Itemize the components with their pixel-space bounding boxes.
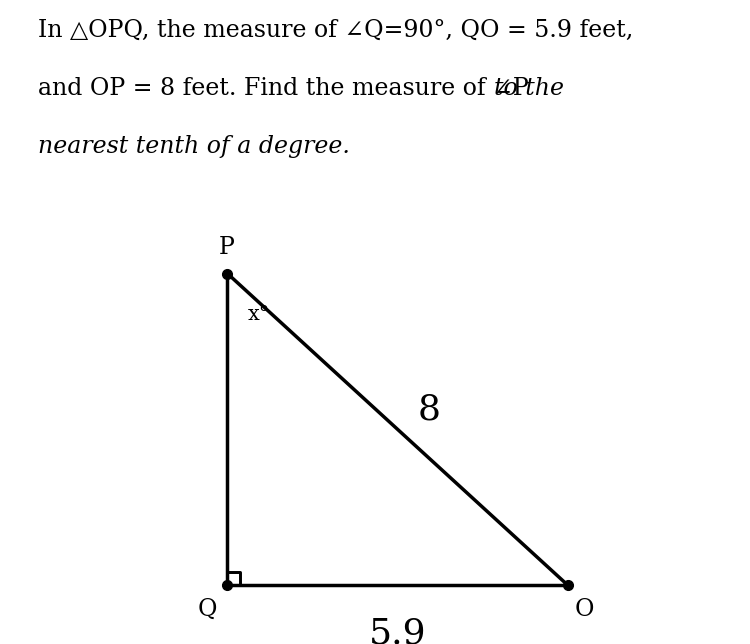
Text: Q: Q <box>197 598 217 621</box>
Text: nearest tenth of a degree.: nearest tenth of a degree. <box>38 135 350 158</box>
Text: 5.9: 5.9 <box>369 617 426 644</box>
Text: and OP = 8 feet. Find the measure of ∠P: and OP = 8 feet. Find the measure of ∠P <box>38 77 536 100</box>
Text: to the: to the <box>494 77 563 100</box>
Text: P: P <box>218 236 234 259</box>
Text: O: O <box>575 598 595 621</box>
Text: x°: x° <box>248 305 270 324</box>
Text: 8: 8 <box>418 392 441 426</box>
Text: In △OPQ, the measure of ∠Q=90°, QO = 5.9 feet,: In △OPQ, the measure of ∠Q=90°, QO = 5.9… <box>38 19 633 43</box>
